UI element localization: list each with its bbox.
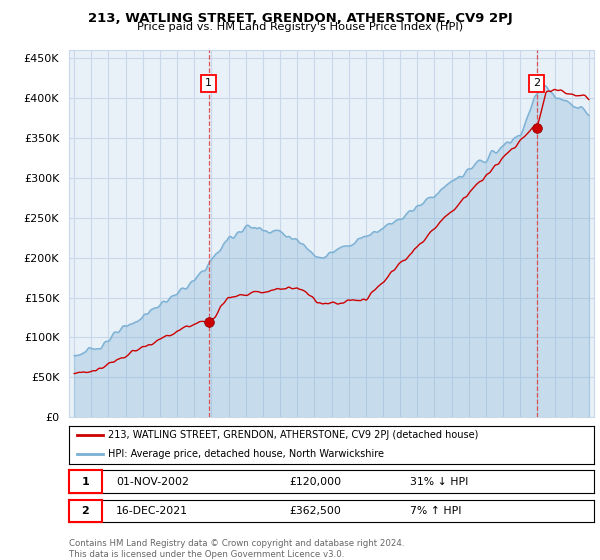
Text: Price paid vs. HM Land Registry's House Price Index (HPI): Price paid vs. HM Land Registry's House …: [137, 22, 463, 32]
Text: 7% ↑ HPI: 7% ↑ HPI: [410, 506, 462, 516]
Text: 2: 2: [533, 78, 540, 88]
Text: 31% ↓ HPI: 31% ↓ HPI: [410, 477, 469, 487]
Text: 213, WATLING STREET, GRENDON, ATHERSTONE, CV9 2PJ (detached house): 213, WATLING STREET, GRENDON, ATHERSTONE…: [109, 430, 479, 440]
Text: 2: 2: [82, 506, 89, 516]
Text: HPI: Average price, detached house, North Warwickshire: HPI: Average price, detached house, Nort…: [109, 449, 385, 459]
Text: 213, WATLING STREET, GRENDON, ATHERSTONE, CV9 2PJ: 213, WATLING STREET, GRENDON, ATHERSTONE…: [88, 12, 512, 25]
Text: 1: 1: [205, 78, 212, 88]
Text: 1: 1: [82, 477, 89, 487]
Text: £362,500: £362,500: [290, 506, 341, 516]
Text: Contains HM Land Registry data © Crown copyright and database right 2024.
This d: Contains HM Land Registry data © Crown c…: [69, 539, 404, 559]
Text: 16-DEC-2021: 16-DEC-2021: [116, 506, 188, 516]
Text: 01-NOV-2002: 01-NOV-2002: [116, 477, 189, 487]
Text: £120,000: £120,000: [290, 477, 341, 487]
